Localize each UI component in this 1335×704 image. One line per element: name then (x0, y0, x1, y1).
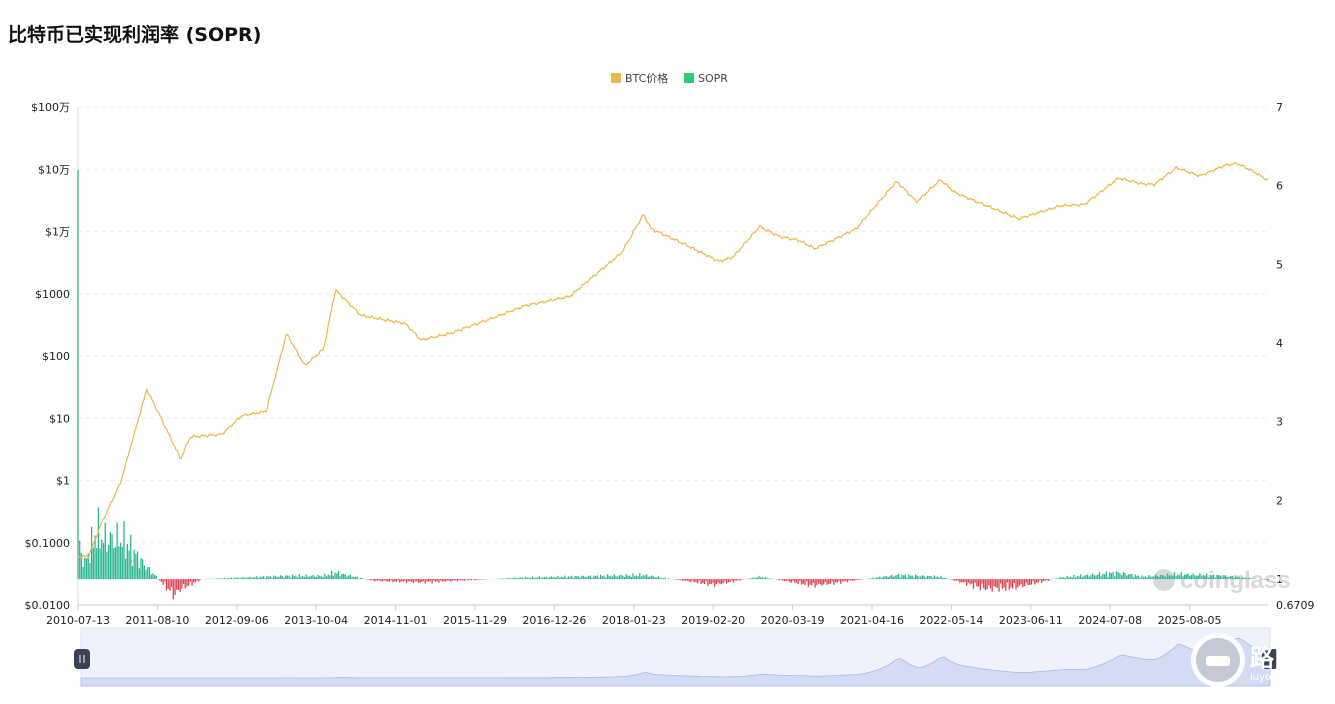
router-watermark-sub: luyouqi.com (1250, 672, 1311, 683)
y-right-tick-label: 6 (1276, 180, 1283, 193)
y-right-tick-label: 7 (1276, 101, 1283, 114)
grid (78, 106, 1268, 544)
btc-price-line (77, 161, 1269, 559)
x-tick-label: 2019-02-20 (681, 614, 745, 627)
legend: BTC价格 SOPR (611, 71, 728, 85)
legend-swatch[interactable] (611, 73, 621, 83)
navigator-handle-left[interactable] (74, 649, 90, 669)
router-watermark-text: 路由器 (1250, 644, 1323, 672)
x-tick-label: 2011-08-10 (125, 614, 189, 627)
legend-label[interactable]: SOPR (698, 72, 728, 85)
handle-body[interactable] (1262, 649, 1278, 669)
x-tick-label: 2023-06-11 (999, 614, 1063, 627)
y-right-tick-label: 2 (1276, 494, 1283, 507)
sopr-series (77, 169, 1269, 600)
x-tick-label: 2018-01-23 (602, 614, 666, 627)
x-tick-label: 2015-11-29 (443, 614, 507, 627)
legend-swatch[interactable] (684, 73, 694, 83)
x-tick-label: 2020-03-19 (761, 614, 825, 627)
x-tick-label: 2010-07-13 (46, 614, 110, 627)
chart-title: 比特币已实现利润率 (SOPR) (8, 24, 262, 46)
watermark-text: coinglass (1180, 567, 1291, 594)
coinglass-logo-icon (1153, 569, 1175, 591)
y-right-tick-label: 3 (1276, 416, 1283, 429)
x-tick-label: 2012-09-06 (205, 614, 269, 627)
y-left-tick-label: $0.0100 (25, 599, 71, 612)
coinglass-watermark: coinglass (1153, 567, 1291, 594)
x-tick-label: 2013-10-04 (284, 614, 348, 627)
router-logo-shape (1206, 656, 1230, 666)
y-left-tick-label: $100万 (31, 101, 70, 114)
y-right-tick-label: 0.6709 (1276, 599, 1315, 612)
y-right-tick-label: 4 (1276, 337, 1283, 350)
y-left-tick-label: $0.1000 (25, 537, 71, 550)
x-tick-label: 2024-07-08 (1078, 614, 1142, 627)
legend-label[interactable]: BTC价格 (625, 71, 668, 85)
x-tick-label: 2014-11-01 (364, 614, 428, 627)
navigator-area (80, 637, 1271, 687)
y-right-tick-label: 1 (1276, 573, 1283, 586)
data-zoom-navigator[interactable] (74, 627, 1278, 687)
y-right-tick-label: 5 (1276, 258, 1283, 271)
x-tick-label: 2021-04-16 (840, 614, 904, 627)
y-left-tick-label: $1万 (45, 226, 70, 239)
x-tick-label: 2022-05-14 (919, 614, 983, 627)
navigator-handle-right[interactable] (1262, 649, 1278, 669)
handle-body[interactable] (74, 649, 90, 669)
y-left-tick-label: $10 (49, 412, 70, 425)
y-left-tick-label: $10万 (38, 163, 70, 176)
x-tick-label: 2025-08-05 (1158, 614, 1222, 627)
y-left-tick-label: $1 (56, 475, 70, 488)
x-tick-label: 2016-12-26 (522, 614, 586, 627)
y-left-tick-label: $1000 (35, 288, 70, 301)
y-left-tick-label: $100 (42, 350, 70, 363)
